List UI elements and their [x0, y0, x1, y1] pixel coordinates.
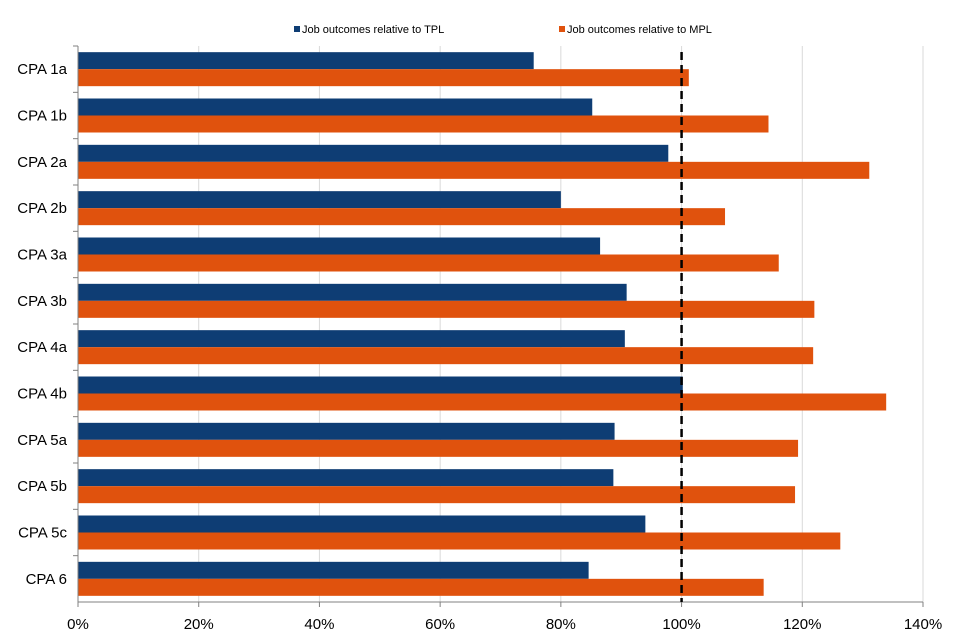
x-tick-label: 20% [184, 616, 214, 633]
category-label: CPA 5c [18, 525, 67, 542]
x-tick-label: 100% [662, 616, 700, 633]
category-label: CPA 1a [17, 61, 67, 78]
category-label: CPA 5a [17, 432, 67, 449]
category-label: CPA 4b [17, 386, 67, 403]
category-label: CPA 3b [17, 293, 67, 310]
x-tick-label: 40% [304, 616, 334, 633]
legend-label-mpl: Job outcomes relative to MPL [567, 24, 712, 36]
bar-tpl [78, 191, 561, 209]
category-label: CPA 5b [17, 478, 67, 495]
bar-mpl [78, 486, 796, 504]
bar-tpl [78, 515, 646, 533]
bar-tpl [78, 330, 625, 348]
bar-mpl [78, 300, 815, 318]
axes: 0% 20% 40% 60% 80% 100% 120% 140% CPA 1a CPA 1b CP… [17, 45, 942, 633]
bar-mpl [78, 115, 769, 133]
bar-mpl [78, 439, 799, 457]
bar-tpl [78, 376, 683, 394]
x-tick-label: 60% [425, 616, 455, 633]
category-label: CPA 2b [17, 200, 67, 217]
legend-label-tpl: Job outcomes relative to TPL [302, 24, 444, 36]
bar-mpl [78, 69, 689, 87]
bar-mpl [78, 254, 779, 272]
bar-tpl [78, 52, 534, 70]
bar-tpl [78, 237, 601, 255]
bars [78, 52, 887, 596]
legend-swatch-tpl [294, 26, 300, 32]
bar-tpl [78, 469, 614, 487]
bar-mpl [78, 578, 764, 596]
category-label: CPA 3a [17, 247, 67, 264]
category-label: CPA 1b [17, 108, 67, 125]
bar-tpl [78, 283, 627, 301]
bar-tpl [78, 98, 593, 116]
bar-tpl [78, 144, 669, 162]
bar-tpl [78, 561, 589, 579]
x-tick-label: 0% [67, 616, 89, 633]
legend-swatch-mpl [559, 26, 565, 32]
bar-mpl [78, 208, 726, 226]
legend: Job outcomes relative to TPL Job outcome… [294, 24, 712, 36]
bar-tpl [78, 422, 615, 440]
gridlines [198, 46, 924, 602]
bar-mpl [78, 532, 841, 550]
x-tick-label: 80% [546, 616, 576, 633]
bar-mpl [78, 393, 887, 411]
category-label: CPA 6 [26, 571, 67, 588]
bar-mpl [78, 161, 870, 179]
bar-mpl [78, 347, 814, 365]
category-label: CPA 2a [17, 154, 67, 171]
category-label: CPA 4a [17, 339, 67, 356]
x-tick-label: 140% [904, 616, 942, 633]
x-tick-label: 120% [783, 616, 821, 633]
